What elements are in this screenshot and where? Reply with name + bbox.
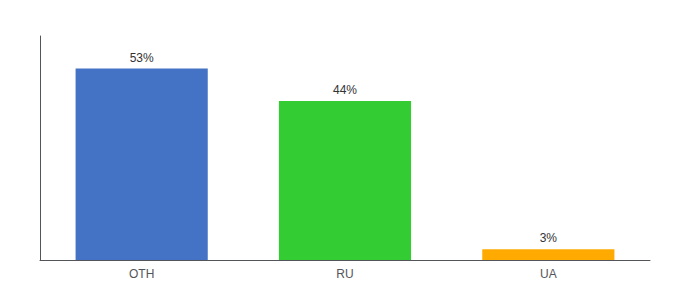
- svg-text:UA: UA: [540, 267, 557, 281]
- svg-text:OTH: OTH: [129, 267, 154, 281]
- svg-text:44%: 44%: [333, 83, 357, 97]
- svg-text:RU: RU: [336, 267, 353, 281]
- svg-text:3%: 3%: [540, 231, 558, 245]
- svg-text:53%: 53%: [130, 51, 154, 65]
